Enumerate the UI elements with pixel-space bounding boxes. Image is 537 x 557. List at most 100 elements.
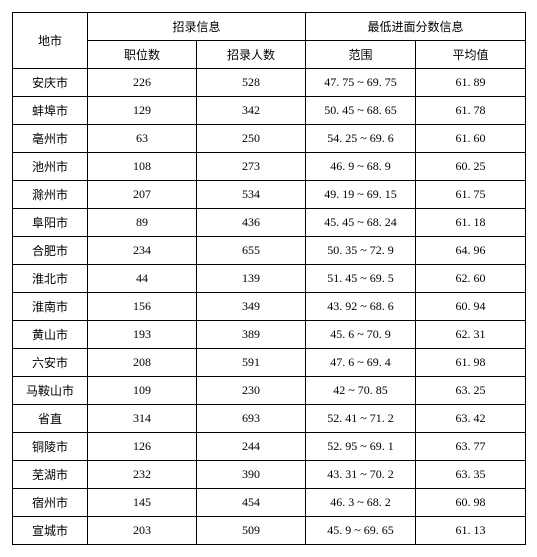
cell-range: 43. 92 ~ 68. 6 — [306, 293, 416, 321]
cell-range: 49. 19 ~ 69. 15 — [306, 181, 416, 209]
cell-city: 六安市 — [13, 349, 88, 377]
cell-recruits: 436 — [197, 209, 306, 237]
table-row: 六安市20859147. 6 ~ 69. 461. 98 — [13, 349, 526, 377]
header-group-score: 最低进面分数信息 — [306, 13, 526, 41]
table-row: 马鞍山市10923042 ~ 70. 8563. 25 — [13, 377, 526, 405]
cell-city: 池州市 — [13, 153, 88, 181]
cell-avg: 64. 96 — [416, 237, 526, 265]
table-row: 淮北市4413951. 45 ~ 69. 562. 60 — [13, 265, 526, 293]
cell-range: 52. 95 ~ 69. 1 — [306, 433, 416, 461]
header-group-recruit: 招录信息 — [88, 13, 306, 41]
table-row: 芜湖市23239043. 31 ~ 70. 263. 35 — [13, 461, 526, 489]
cell-recruits: 528 — [197, 69, 306, 97]
header-row-1: 地市 招录信息 最低进面分数信息 — [13, 13, 526, 41]
cell-city: 淮南市 — [13, 293, 88, 321]
cell-city: 合肥市 — [13, 237, 88, 265]
cell-range: 47. 6 ~ 69. 4 — [306, 349, 416, 377]
header-avg: 平均值 — [416, 41, 526, 69]
header-row-2: 职位数 招录人数 范围 平均值 — [13, 41, 526, 69]
cell-range: 45. 6 ~ 70. 9 — [306, 321, 416, 349]
cell-range: 54. 25 ~ 69. 6 — [306, 125, 416, 153]
cell-avg: 60. 98 — [416, 489, 526, 517]
cell-avg: 61. 60 — [416, 125, 526, 153]
cell-city: 安庆市 — [13, 69, 88, 97]
cell-avg: 61. 78 — [416, 97, 526, 125]
cell-avg: 63. 42 — [416, 405, 526, 433]
cell-city: 芜湖市 — [13, 461, 88, 489]
cell-positions: 203 — [88, 517, 197, 545]
cell-avg: 61. 13 — [416, 517, 526, 545]
cell-positions: 234 — [88, 237, 197, 265]
cell-positions: 208 — [88, 349, 197, 377]
cell-recruits: 509 — [197, 517, 306, 545]
cell-positions: 63 — [88, 125, 197, 153]
cell-range: 42 ~ 70. 85 — [306, 377, 416, 405]
cell-positions: 226 — [88, 69, 197, 97]
cell-recruits: 139 — [197, 265, 306, 293]
cell-avg: 63. 25 — [416, 377, 526, 405]
cell-avg: 60. 94 — [416, 293, 526, 321]
cell-recruits: 591 — [197, 349, 306, 377]
cell-recruits: 389 — [197, 321, 306, 349]
cell-recruits: 693 — [197, 405, 306, 433]
cell-recruits: 250 — [197, 125, 306, 153]
cell-avg: 61. 98 — [416, 349, 526, 377]
table-row: 省直31469352. 41 ~ 71. 263. 42 — [13, 405, 526, 433]
cell-positions: 314 — [88, 405, 197, 433]
cell-range: 46. 9 ~ 68. 9 — [306, 153, 416, 181]
cell-positions: 129 — [88, 97, 197, 125]
cell-recruits: 244 — [197, 433, 306, 461]
cell-positions: 193 — [88, 321, 197, 349]
cell-city: 马鞍山市 — [13, 377, 88, 405]
cell-range: 45. 45 ~ 68. 24 — [306, 209, 416, 237]
cell-city: 宣城市 — [13, 517, 88, 545]
table-row: 亳州市6325054. 25 ~ 69. 661. 60 — [13, 125, 526, 153]
cell-range: 46. 3 ~ 68. 2 — [306, 489, 416, 517]
cell-city: 省直 — [13, 405, 88, 433]
cell-city: 阜阳市 — [13, 209, 88, 237]
score-table: 地市 招录信息 最低进面分数信息 职位数 招录人数 范围 平均值 安庆市2265… — [12, 12, 526, 545]
cell-recruits: 534 — [197, 181, 306, 209]
cell-range: 52. 41 ~ 71. 2 — [306, 405, 416, 433]
cell-range: 43. 31 ~ 70. 2 — [306, 461, 416, 489]
cell-city: 铜陵市 — [13, 433, 88, 461]
table-row: 安庆市22652847. 75 ~ 69. 7561. 89 — [13, 69, 526, 97]
cell-city: 黄山市 — [13, 321, 88, 349]
cell-recruits: 454 — [197, 489, 306, 517]
cell-avg: 61. 75 — [416, 181, 526, 209]
header-range: 范围 — [306, 41, 416, 69]
cell-city: 滁州市 — [13, 181, 88, 209]
cell-positions: 126 — [88, 433, 197, 461]
cell-positions: 145 — [88, 489, 197, 517]
table-row: 池州市10827346. 9 ~ 68. 960. 25 — [13, 153, 526, 181]
cell-recruits: 273 — [197, 153, 306, 181]
cell-avg: 61. 18 — [416, 209, 526, 237]
cell-avg: 62. 60 — [416, 265, 526, 293]
cell-recruits: 655 — [197, 237, 306, 265]
cell-positions: 156 — [88, 293, 197, 321]
cell-positions: 109 — [88, 377, 197, 405]
cell-recruits: 349 — [197, 293, 306, 321]
table-row: 滁州市20753449. 19 ~ 69. 1561. 75 — [13, 181, 526, 209]
cell-avg: 62. 31 — [416, 321, 526, 349]
cell-recruits: 390 — [197, 461, 306, 489]
cell-city: 淮北市 — [13, 265, 88, 293]
table-row: 淮南市15634943. 92 ~ 68. 660. 94 — [13, 293, 526, 321]
cell-positions: 232 — [88, 461, 197, 489]
cell-city: 亳州市 — [13, 125, 88, 153]
table-body: 安庆市22652847. 75 ~ 69. 7561. 89蚌埠市1293425… — [13, 69, 526, 545]
cell-range: 45. 9 ~ 69. 65 — [306, 517, 416, 545]
cell-city: 宿州市 — [13, 489, 88, 517]
header-positions: 职位数 — [88, 41, 197, 69]
cell-avg: 61. 89 — [416, 69, 526, 97]
table-row: 黄山市19338945. 6 ~ 70. 962. 31 — [13, 321, 526, 349]
table-row: 蚌埠市12934250. 45 ~ 68. 6561. 78 — [13, 97, 526, 125]
cell-recruits: 342 — [197, 97, 306, 125]
cell-range: 51. 45 ~ 69. 5 — [306, 265, 416, 293]
cell-positions: 89 — [88, 209, 197, 237]
table-row: 宣城市20350945. 9 ~ 69. 6561. 13 — [13, 517, 526, 545]
header-recruits: 招录人数 — [197, 41, 306, 69]
table-row: 铜陵市12624452. 95 ~ 69. 163. 77 — [13, 433, 526, 461]
cell-avg: 63. 77 — [416, 433, 526, 461]
cell-positions: 207 — [88, 181, 197, 209]
